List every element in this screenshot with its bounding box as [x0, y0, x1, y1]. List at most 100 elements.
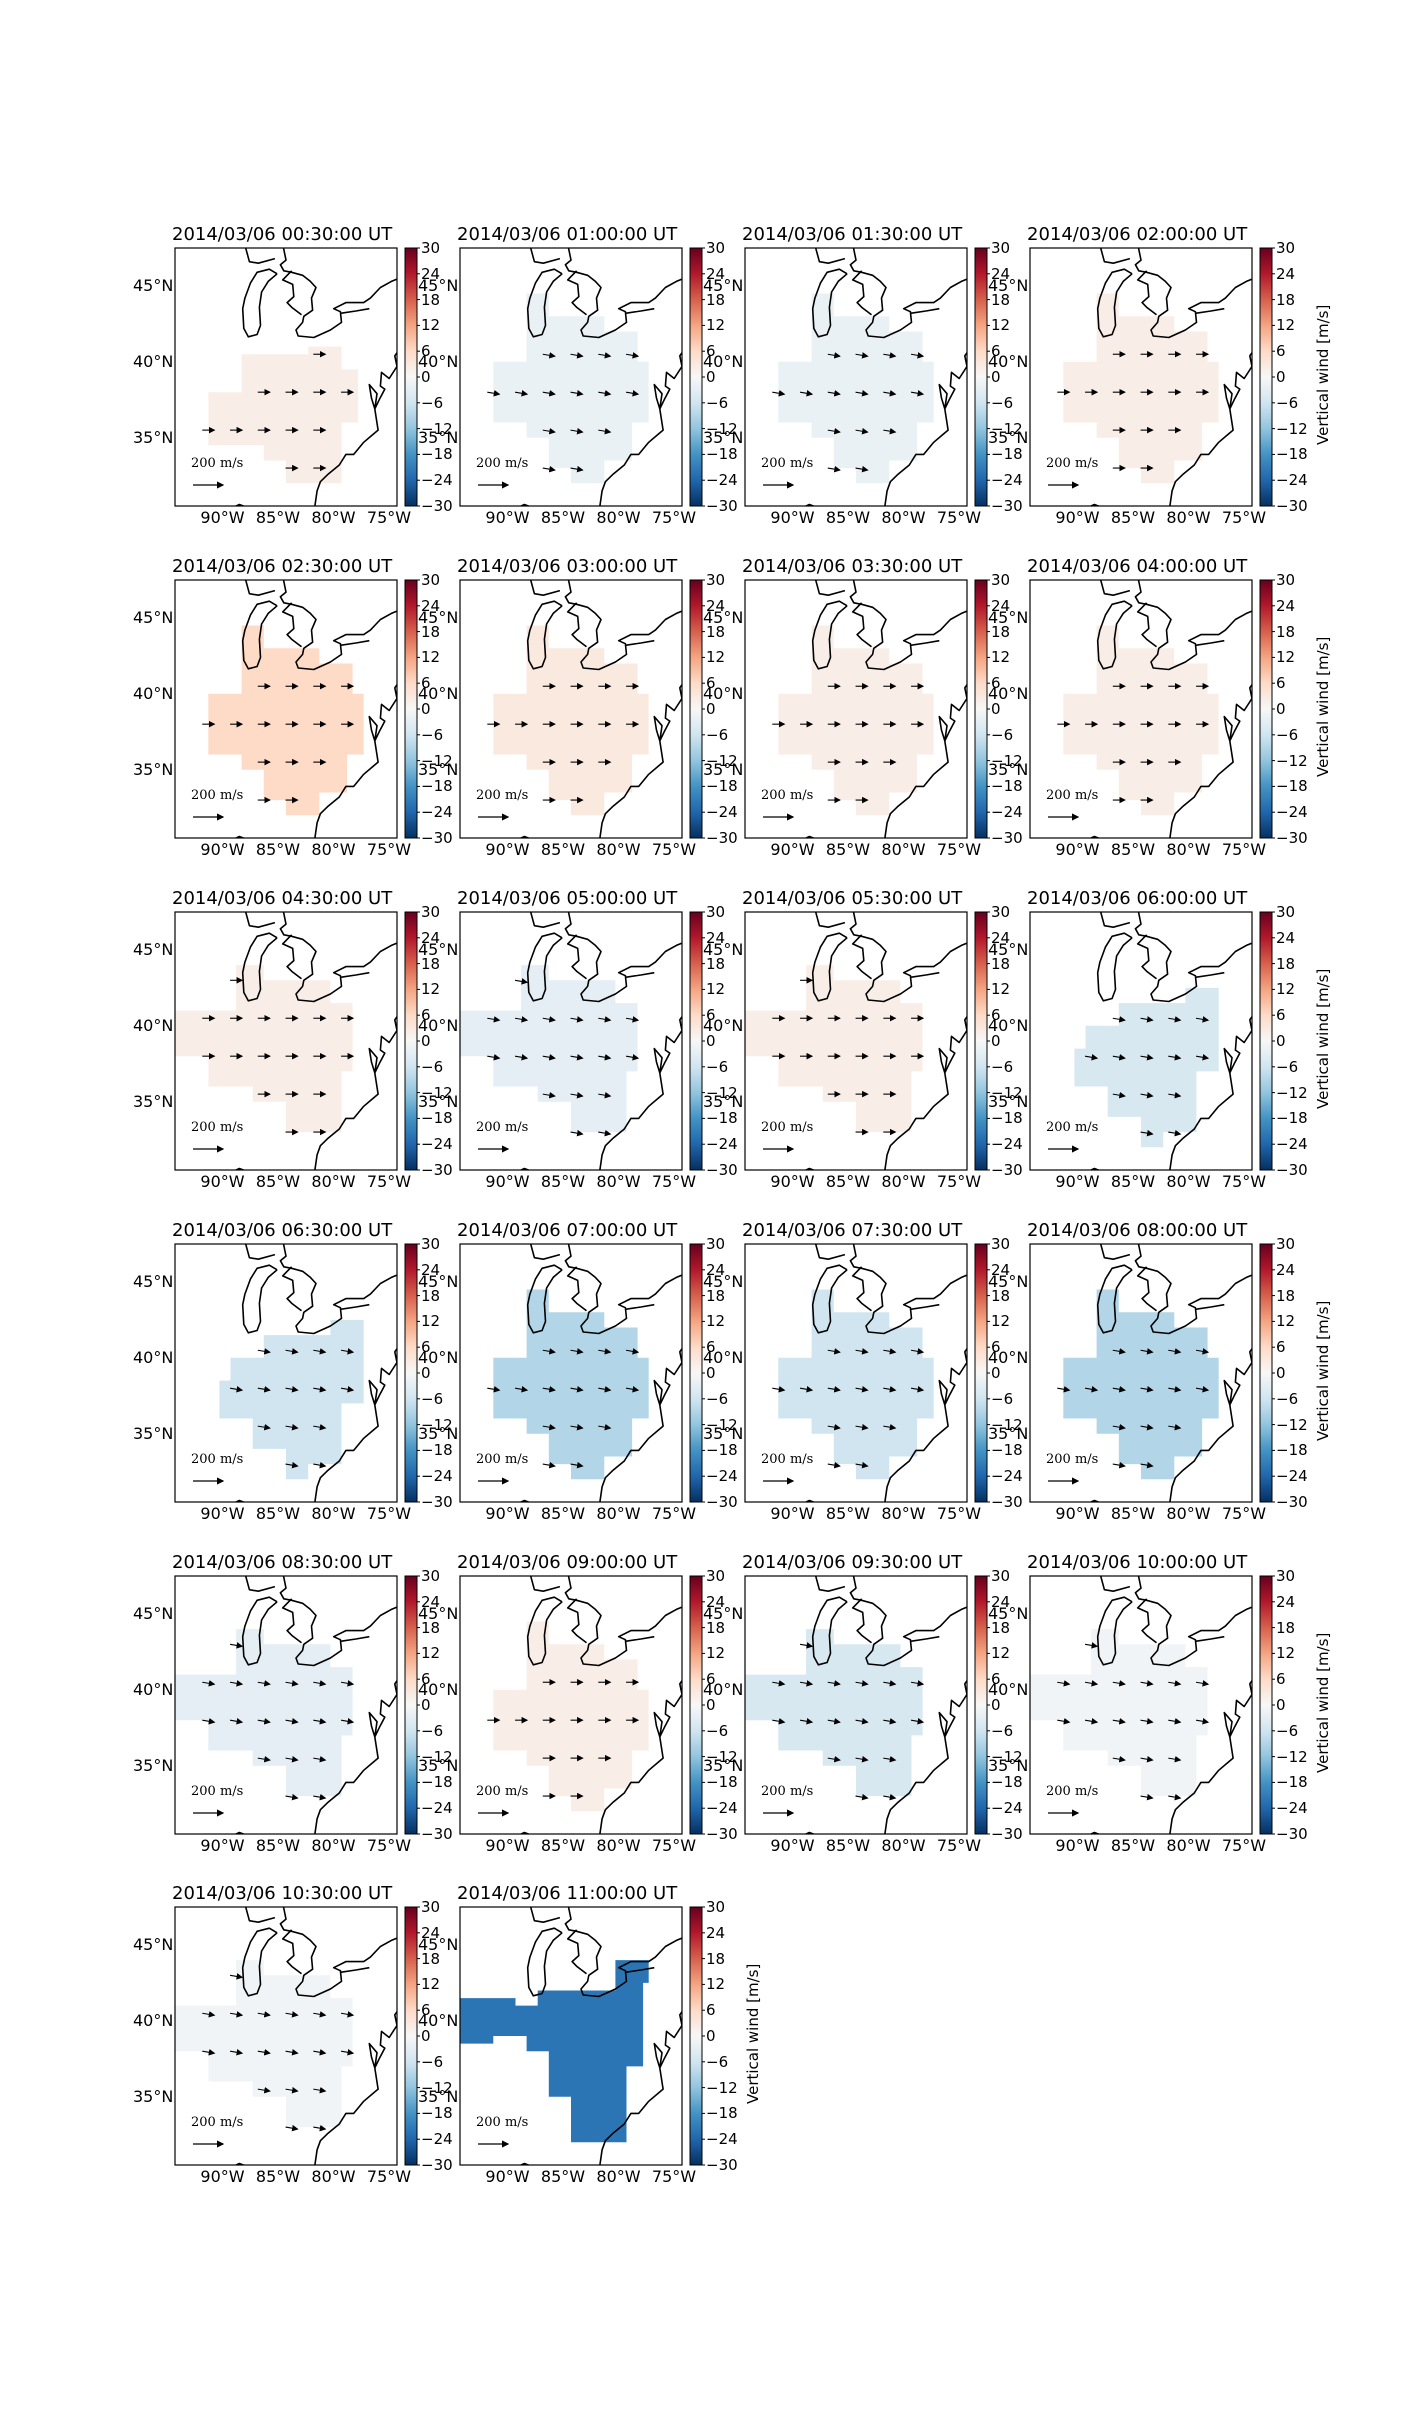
- coastline-7: [235, 2162, 246, 2165]
- map-frame: [174, 247, 398, 507]
- colorbar-tick: 6: [991, 1670, 1001, 1689]
- lon-tick: 75°W: [651, 840, 697, 859]
- wind-arrow: [883, 1423, 897, 1431]
- panel-title: 2014/03/06 06:00:00 UT: [1027, 888, 1248, 909]
- wind-arrow: [855, 1348, 869, 1355]
- coastline-0: [564, 248, 682, 339]
- colorbar-tick: 24: [1276, 596, 1296, 615]
- coastline-0: [849, 1244, 967, 1335]
- colorbar-tick: −30: [421, 2156, 453, 2174]
- lon-tick: 75°W: [936, 1172, 982, 1191]
- coastline-6: [884, 1674, 967, 1834]
- lat-tick: 40°N: [988, 683, 1029, 703]
- map-frame: [744, 1575, 968, 1835]
- colorbar-tick: 0: [706, 700, 716, 718]
- coastline-0: [564, 912, 682, 1003]
- coastline-7: [520, 2162, 531, 2165]
- coastline-2: [340, 971, 370, 979]
- lon-tick: 85°W: [1110, 1504, 1156, 1523]
- colorbar-tick: −30: [706, 497, 738, 515]
- vertical-wind-region: [460, 1960, 649, 2143]
- coastline-2: [910, 1303, 940, 1311]
- colorbar-tick: 12: [991, 980, 1011, 999]
- colorbar-tick: 18: [1276, 1286, 1296, 1305]
- colorbar-tick: 6: [706, 674, 716, 693]
- colorbar: [404, 1906, 418, 2166]
- colorbar-tick: −30: [1276, 1161, 1308, 1179]
- panel-title: 2014/03/06 00:30:00 UT: [172, 224, 393, 245]
- colorbar-tick: 0: [706, 1696, 716, 1714]
- colorbar-tick: −24: [421, 1467, 453, 1486]
- panel-2: [459, 247, 683, 507]
- wind-arrow: [313, 2124, 327, 2132]
- colorbar-tick: −6: [421, 393, 444, 412]
- coastline-0: [564, 1907, 682, 1998]
- wind-arrow: [598, 1386, 612, 1393]
- lon-tick: 75°W: [366, 840, 412, 859]
- map-frame: [459, 1906, 683, 2166]
- coastline-4: [1136, 1266, 1157, 1312]
- lon-tick: 85°W: [255, 1172, 301, 1191]
- coastline-7: [805, 1167, 816, 1170]
- wind-arrow: [340, 1718, 355, 1725]
- wind-arrow: [1112, 1386, 1126, 1393]
- wind-arrow: [1195, 1054, 1210, 1061]
- colorbar-tick: −6: [991, 1721, 1014, 1740]
- wind-arrow: [625, 352, 640, 359]
- coastline-5: [1099, 1244, 1131, 1260]
- coastline-4: [566, 602, 587, 648]
- lon-tick: 75°W: [366, 508, 412, 527]
- lon-tick: 90°W: [485, 1504, 530, 1523]
- wind-arrow: [313, 2086, 327, 2094]
- map-frame: [1029, 579, 1253, 839]
- coastline-3: [526, 1596, 563, 1666]
- coastline-2: [340, 1966, 370, 1974]
- lon-tick: 75°W: [936, 508, 982, 527]
- wind-arrow: [340, 1680, 355, 1687]
- wind-arrow: [1195, 1348, 1210, 1355]
- lat-tick: 45°N: [418, 607, 459, 627]
- lat-tick: 40°N: [133, 1347, 174, 1367]
- colorbar-tick: 24: [421, 928, 441, 947]
- wind-arrow: [855, 390, 869, 397]
- coastline-5: [1099, 1576, 1131, 1592]
- colorbar-tick: −24: [421, 1135, 453, 1154]
- lat-tick: 35°N: [133, 1755, 174, 1775]
- wind-arrow: [855, 427, 869, 435]
- colorbar-tick: 0: [1276, 1364, 1286, 1382]
- coastline-4: [1136, 270, 1157, 316]
- coastline-7: [235, 1167, 246, 1170]
- coastline-3: [526, 932, 563, 1002]
- lon-tick: 85°W: [540, 840, 586, 859]
- colorbar-tick: −6: [1276, 1389, 1299, 1408]
- colorbar-tick: 6: [1276, 1338, 1286, 1357]
- lon-tick: 85°W: [540, 2167, 586, 2186]
- colorbar-tick: 30: [991, 571, 1011, 589]
- colorbar-tick: −18: [706, 1109, 738, 1128]
- colorbar-tick: 24: [991, 264, 1011, 283]
- lat-tick: 45°N: [418, 939, 459, 959]
- coastline-5: [814, 1576, 846, 1592]
- coastline-6: [599, 1674, 682, 1834]
- colorbar-tick: 24: [421, 264, 441, 283]
- colorbar-tick: 6: [706, 1006, 716, 1025]
- colorbar-tick: 6: [1276, 1670, 1286, 1689]
- colorbar-tick: −6: [706, 1057, 729, 1076]
- lat-tick: 40°N: [988, 1015, 1029, 1035]
- panel-title: 2014/03/06 09:00:00 UT: [457, 1552, 678, 1573]
- lat-tick: 45°N: [703, 607, 744, 627]
- wind-arrow: [229, 1680, 244, 1687]
- colorbar-tick: 24: [706, 596, 726, 615]
- scale-label: 200 m/s: [476, 788, 529, 803]
- lon-tick: 85°W: [255, 1504, 301, 1523]
- panel-title: 2014/03/06 08:00:00 UT: [1027, 1220, 1248, 1241]
- lat-tick: 45°N: [133, 275, 174, 295]
- colorbar-tick: 30: [421, 1567, 441, 1585]
- colorbar-tick: 0: [421, 368, 431, 386]
- panel-title: 2014/03/06 07:30:00 UT: [742, 1220, 963, 1241]
- colorbar-tick: −24: [991, 803, 1023, 822]
- wind-arrow: [514, 1016, 529, 1023]
- colorbar-tick: 30: [706, 239, 726, 257]
- colorbar-tick: −24: [421, 2130, 453, 2149]
- vertical-wind-region: [778, 1289, 934, 1480]
